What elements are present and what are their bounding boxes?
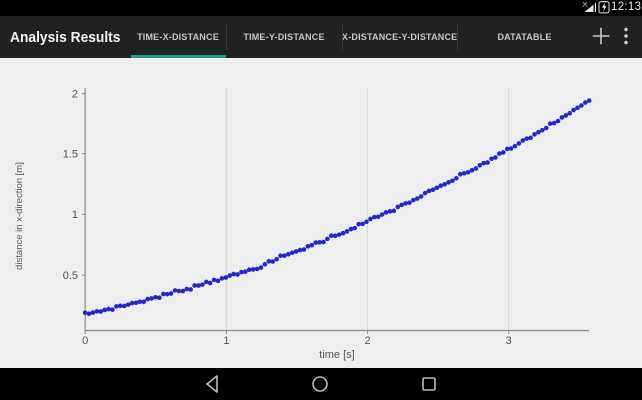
svg-text:1: 1 — [223, 335, 229, 347]
svg-text:distance in x-direction [m]: distance in x-direction [m] — [14, 162, 25, 270]
svg-text:3: 3 — [506, 335, 512, 347]
svg-text:1: 1 — [72, 209, 78, 221]
svg-text:0.5: 0.5 — [63, 270, 78, 282]
svg-text:2: 2 — [365, 335, 371, 347]
svg-text:2: 2 — [72, 89, 78, 101]
svg-text:1.5: 1.5 — [63, 148, 78, 160]
svg-text:time [s]: time [s] — [319, 349, 354, 361]
svg-text:0: 0 — [82, 335, 88, 347]
